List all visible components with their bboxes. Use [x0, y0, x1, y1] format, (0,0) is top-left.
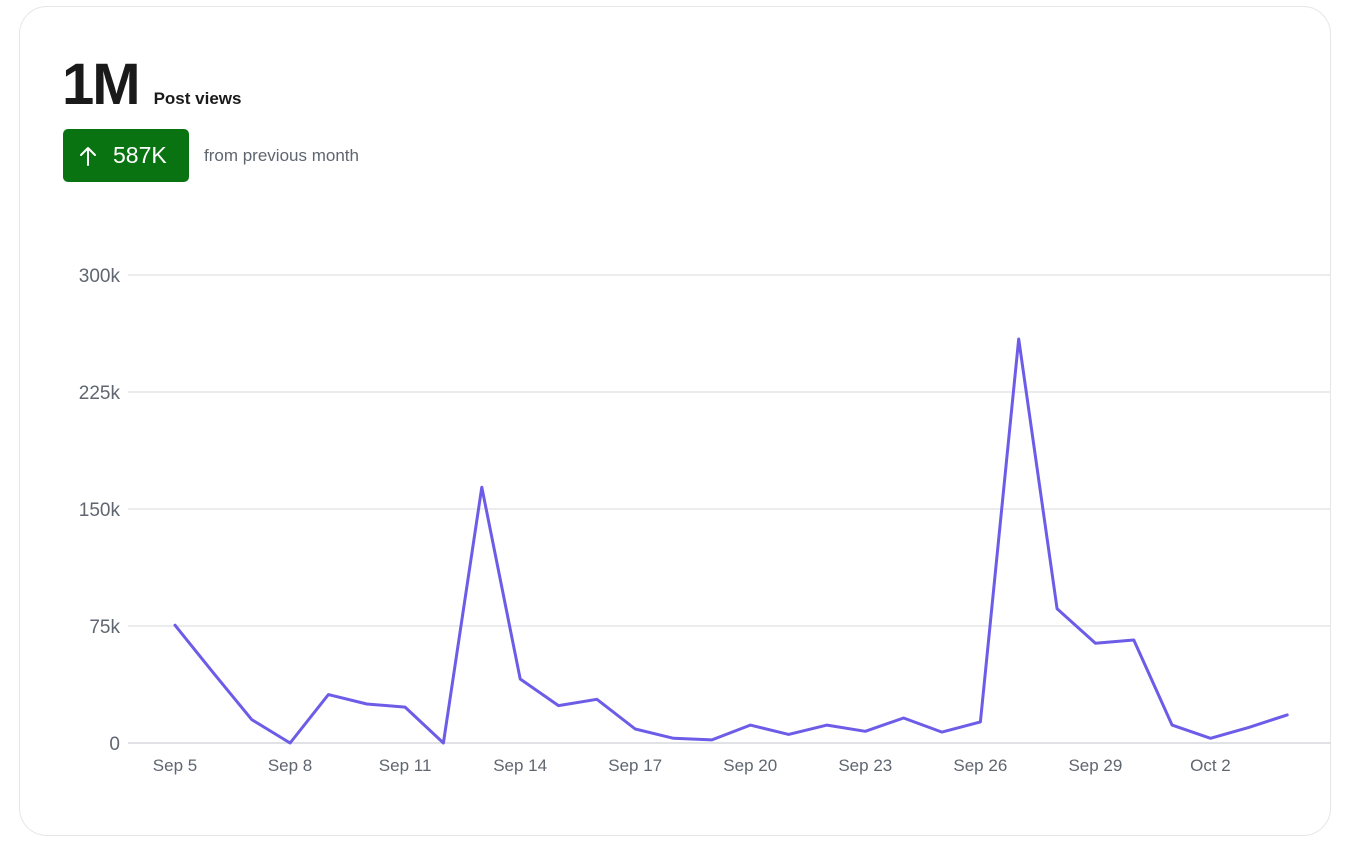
y-tick-label: 225k	[79, 383, 121, 404]
x-tick-label: Sep 14	[493, 756, 547, 775]
y-tick-label: 75k	[89, 617, 120, 638]
x-tick-label: Oct 2	[1190, 756, 1231, 775]
delta-row: 587K from previous month	[63, 129, 359, 182]
delta-value: 587K	[113, 142, 167, 168]
arrow-up-icon	[80, 146, 96, 166]
x-tick-label: Sep 20	[723, 756, 777, 775]
post-views-card: 1M Post views 587K from previous month	[19, 6, 1331, 836]
x-tick-label: Sep 5	[153, 756, 197, 775]
x-tick-label: Sep 17	[608, 756, 662, 775]
headline-value: 1M	[62, 52, 141, 117]
y-tick-label: 0	[109, 734, 120, 755]
series-line	[173, 337, 1289, 745]
x-tick-label: Sep 26	[953, 756, 1007, 775]
delta-badge: 587K	[63, 129, 189, 182]
headline: 1M Post views	[62, 53, 241, 117]
x-tick-label: Sep 8	[268, 756, 312, 775]
headline-label: Post views	[153, 89, 242, 108]
x-tick-label: Sep 23	[838, 756, 892, 775]
y-tick-label: 300k	[79, 266, 121, 287]
y-tick-label: 150k	[79, 500, 121, 521]
x-tick-label: Sep 11	[379, 756, 432, 775]
x-tick-label: Sep 29	[1068, 756, 1122, 775]
delta-caption: from previous month	[204, 145, 359, 165]
